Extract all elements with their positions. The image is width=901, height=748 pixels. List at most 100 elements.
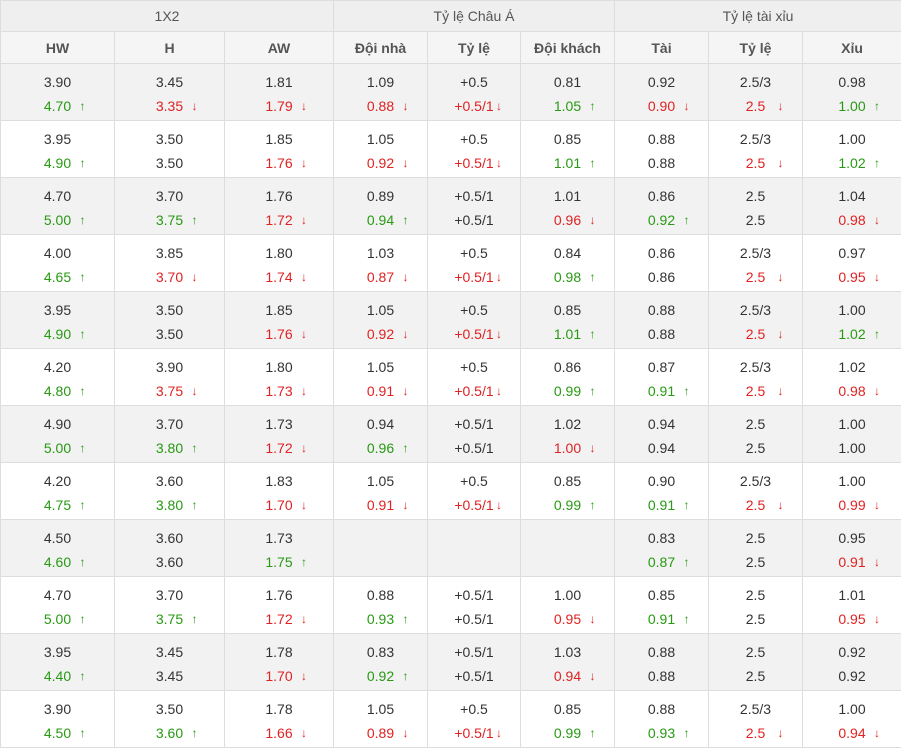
odds-cell-handicap[interactable]: +0.5+0.5/1↓ [428, 64, 521, 121]
odds-cell-handicap[interactable]: +0.5+0.5/1↓ [428, 691, 521, 748]
odds-cell-handicap[interactable]: +0.5/1+0.5/1 [428, 406, 521, 463]
odds-cell-handicap[interactable]: +0.5/1+0.5/1 [428, 634, 521, 691]
odds-cell-handicap[interactable]: +0.5+0.5/1↓ [428, 235, 521, 292]
odds-cell-handicap[interactable]: +0.5+0.5/1↓ [428, 121, 521, 178]
odds-cell-away[interactable] [521, 520, 615, 577]
odds-cell-home[interactable] [334, 520, 428, 577]
odds-cell-handicap[interactable] [428, 520, 521, 577]
odds-cell-handicap[interactable]: +0.5+0.5/1↓ [428, 292, 521, 349]
odds-cell-handicap[interactable]: +0.5/1+0.5/1 [428, 577, 521, 634]
odds-cell-handicap[interactable]: +0.5+0.5/1↓ [428, 463, 521, 520]
